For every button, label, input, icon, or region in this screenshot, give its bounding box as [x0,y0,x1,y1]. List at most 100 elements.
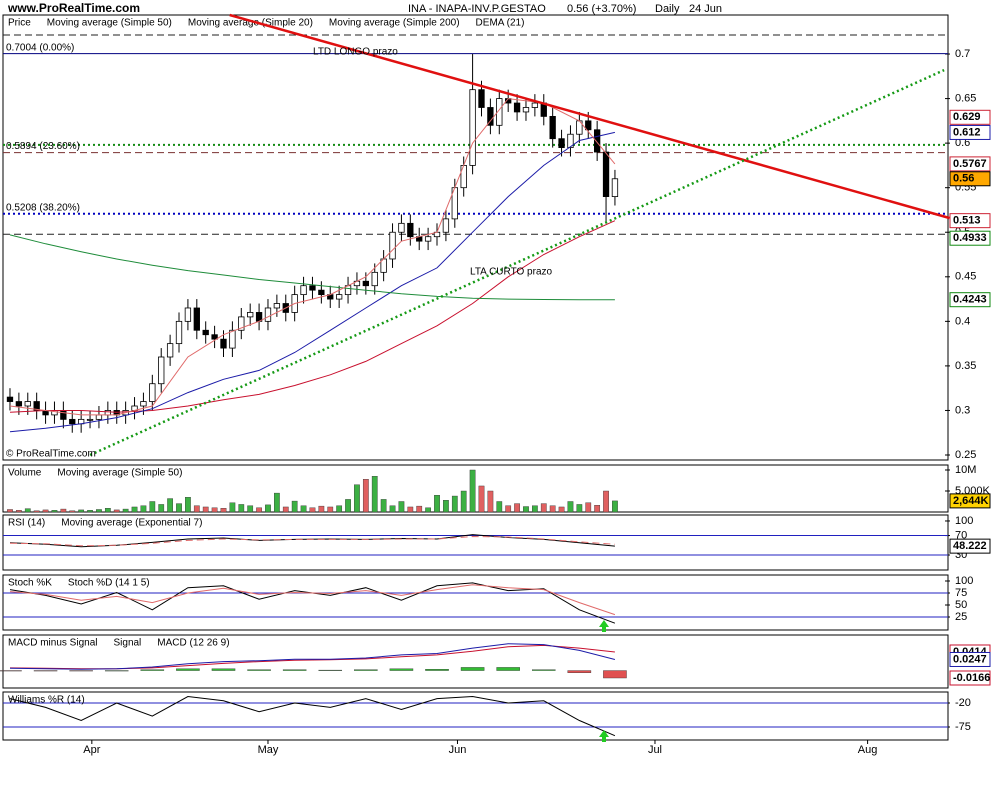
volume-bar [7,509,13,513]
volume-bar [514,503,520,513]
volume-bar [576,504,583,513]
value-box [949,651,991,667]
candle-body [487,107,494,126]
volume-bar [87,510,93,513]
volume-bar [416,505,423,513]
volume-bar [398,501,405,513]
volume-bar [362,479,369,513]
candle-body [104,410,112,416]
volume-bar [202,506,209,513]
candle-body [238,316,245,331]
histogram-bar [282,669,307,671]
legend-entry: Williams %R (14) [8,695,85,706]
volume-bar [96,509,102,513]
site-name: www.ProRealTime.com [7,1,140,15]
volume-bar [389,505,396,513]
volume-bar [309,507,316,513]
volume-bar [42,509,49,513]
volume-bar [16,510,22,513]
histogram-bar [0,670,22,672]
legend-entry: Signal [113,638,141,649]
candle-body [309,285,316,291]
y-tick-label: 25 [955,611,967,623]
value-box-label: 0.56 [953,173,974,185]
volume-bar [549,505,556,513]
indicator-line [9,643,616,670]
volume-bar [69,510,76,513]
candle-body [300,285,307,296]
legend-entry: Price [8,18,31,29]
moving-average-line [9,131,616,433]
panel-frame [2,634,949,689]
y-tick-label: 50 [955,599,967,611]
legend-entry: MACD minus Signal [8,638,97,649]
panel-frame [2,691,949,741]
value-box [949,230,991,246]
volume-bar [238,504,245,513]
volume-bar [425,507,431,513]
volume-bar [505,505,512,513]
value-box [949,493,991,509]
candle-body [229,329,236,349]
candle-body [95,414,103,420]
histogram-bar [104,670,129,672]
legend-entry: MACD (12 26 9) [157,638,229,649]
date: 24 Jun [689,3,722,15]
volume-bar [51,510,58,513]
y-tick-label: -20 [955,697,971,709]
candle-body [442,218,450,233]
candle-body [335,294,343,300]
histogram-bar [532,669,556,671]
y-tick-label: 100 [955,575,973,587]
candle-body [611,178,619,197]
price-change: 0.56 (+3.70%) [567,3,636,15]
volume-bar [345,499,351,513]
volume-bar [327,506,334,513]
candle-body [460,165,467,189]
candle-body [362,280,369,287]
candle-body [478,89,485,108]
volume-bar [354,484,360,513]
value-box-label: 0.4933 [953,232,987,244]
copyright: © ProRealTime.com [6,449,96,460]
volume-bar [434,494,440,513]
volume-bar [451,495,458,513]
volume-bar [282,506,289,513]
volume-bar [567,501,574,513]
signal-arrow [599,730,609,742]
candle-body [166,343,174,358]
x-tick-label: Apr [83,744,100,756]
candle-body [593,129,601,153]
indicator-line [9,584,616,616]
candle-body [24,401,31,407]
volume-bar [24,508,31,513]
value-box [949,124,991,140]
value-box-label: 0.5767 [953,158,987,170]
histogram-bar [176,668,200,671]
candle-body [211,334,218,340]
candle-body [371,271,378,287]
legend-entry: Stoch %D (14 1 5) [68,578,150,589]
y-tick-label: 0.65 [955,92,976,104]
y-tick-label: -75 [955,721,971,733]
volume-bar [104,508,111,513]
histogram-bar [318,669,343,671]
volume-bar [291,500,298,513]
candle-body [558,138,565,148]
moving-average-line [9,234,615,301]
volume-bar [612,500,618,513]
candle-body [496,98,503,126]
value-box-label: 2,644K [953,495,989,507]
x-tick-label: Jun [449,744,467,756]
volume-bar [407,506,414,513]
panel-frame [2,574,949,631]
value-box-label: 0.4243 [953,294,987,306]
candle-body [193,307,200,331]
legend-entry: Moving average (Simple 50) [47,18,172,29]
volume-bar [60,508,67,513]
level-label: 0.5894 (23.60%) [6,141,80,152]
legend-entry: Moving average (Exponential 7) [61,518,202,529]
panel-frame [2,464,949,513]
panel-frame [2,14,949,461]
